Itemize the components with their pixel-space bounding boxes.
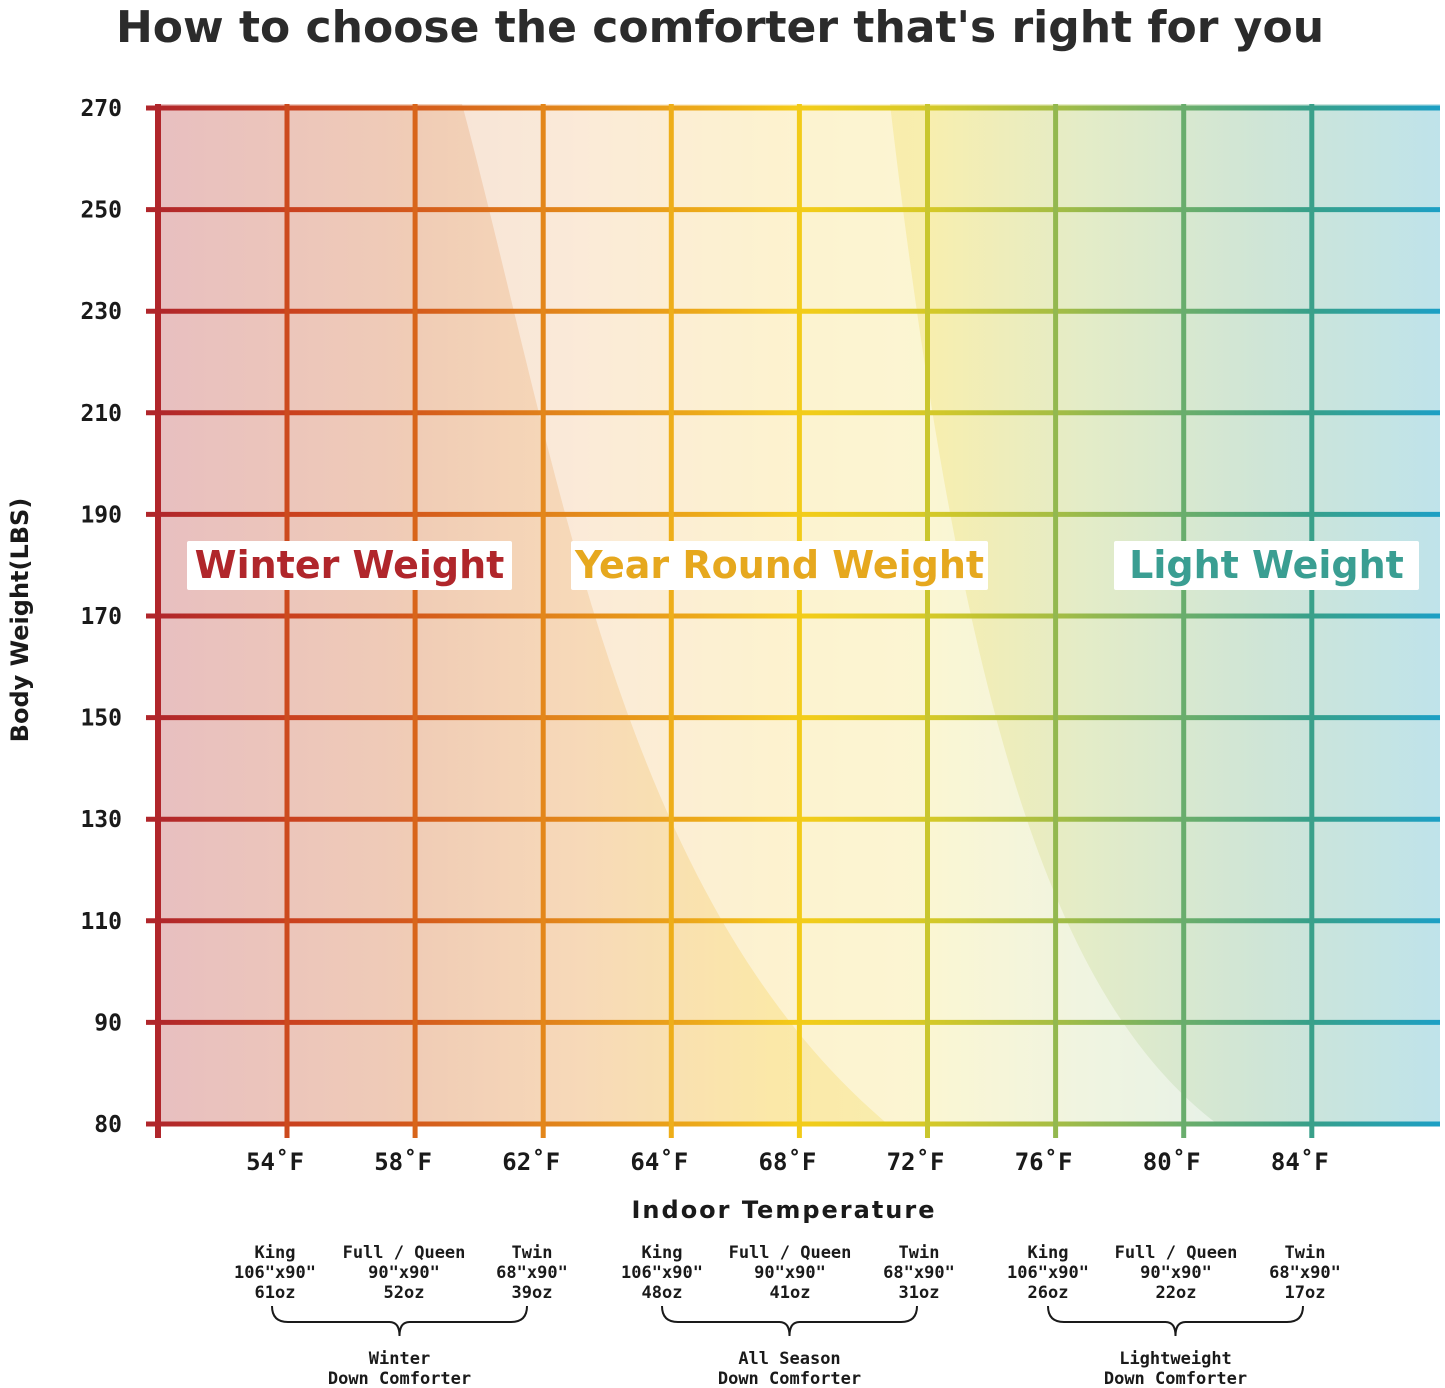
- product-spec-line: Full / Queen: [343, 1243, 466, 1263]
- grid: [146, 104, 1440, 1138]
- group-label: Down Comforter: [328, 1369, 471, 1388]
- product-spec-line: Twin: [512, 1243, 553, 1263]
- x-tick-label: 76˚F: [1015, 1148, 1073, 1176]
- product-spec-line: Full / Queen: [729, 1243, 852, 1263]
- group-brace: [271, 1305, 528, 1337]
- zone-label: Light Weight: [1129, 543, 1404, 587]
- product-spec-line: 48oz: [642, 1283, 683, 1303]
- product-spec-line: 90"x90": [368, 1263, 440, 1283]
- group-label: Winter: [369, 1349, 430, 1369]
- y-tick-label: 130: [80, 807, 122, 833]
- product-spec-line: 52oz: [384, 1283, 425, 1303]
- product-spec-line: 39oz: [512, 1283, 553, 1303]
- x-tick-label: 68˚F: [759, 1148, 817, 1176]
- x-axis-ticks: 54˚F 58˚F 62˚F 64˚F 68˚F 72˚F 76˚F 80˚F 84˚F: [246, 1148, 1329, 1176]
- product-spec-line: King: [1028, 1243, 1069, 1263]
- y-tick-label: 80: [94, 1112, 122, 1138]
- product-spec-line: 90"x90": [754, 1263, 826, 1283]
- y-tick-label: 210: [80, 401, 122, 427]
- group-brace: [661, 1305, 918, 1337]
- product-spec-line: Twin: [899, 1243, 940, 1263]
- zone-label: Year Round Weight: [574, 543, 984, 587]
- y-tick-label: 170: [80, 604, 122, 630]
- y-axis-ticks: 80 90 110 130 150 170 190 210 230 250 270: [80, 96, 122, 1138]
- y-tick-label: 90: [94, 1010, 122, 1036]
- y-tick-label: 150: [80, 706, 122, 732]
- product-spec-line: 68"x90": [883, 1263, 955, 1283]
- product-spec-line: King: [255, 1243, 296, 1263]
- x-tick-label: 58˚F: [374, 1148, 432, 1176]
- zone-label-box: [187, 541, 512, 590]
- group-label: Down Comforter: [1104, 1369, 1247, 1388]
- product-spec-line: 31oz: [899, 1283, 940, 1303]
- product-spec-line: 22oz: [1156, 1283, 1197, 1303]
- zone-label-box: [571, 541, 988, 590]
- product-spec-line: Twin: [1285, 1243, 1326, 1263]
- group-label: All Season: [738, 1349, 840, 1369]
- group-brace: [1047, 1305, 1304, 1337]
- x-tick-label: 80˚F: [1143, 1148, 1201, 1176]
- x-tick-label: 72˚F: [887, 1148, 945, 1176]
- zone-label-box: [1114, 541, 1419, 590]
- y-tick-label: 110: [80, 909, 122, 935]
- y-tick-label: 270: [80, 96, 122, 122]
- y-tick-label: 230: [80, 299, 122, 325]
- chart-title: How to choose the comforter that's right…: [116, 2, 1324, 53]
- product-spec-line: 106"x90": [1007, 1263, 1089, 1283]
- product-spec-line: 106"x90": [234, 1263, 316, 1283]
- y-tick-label: 250: [80, 198, 122, 224]
- product-spec-line: 68"x90": [1269, 1263, 1341, 1283]
- zone-label: Winter Weight: [195, 543, 505, 587]
- zone-labels: Winter Weight Year Round Weight Light Weig…: [187, 541, 1419, 590]
- product-spec-line: 106"x90": [621, 1263, 703, 1283]
- x-tick-label: 84˚F: [1271, 1148, 1329, 1176]
- x-tick-label: 54˚F: [246, 1148, 304, 1176]
- x-axis-label: Indoor Temperature: [632, 1196, 937, 1224]
- product-spec-line: 90"x90": [1140, 1263, 1212, 1283]
- product-spec-line: 17oz: [1285, 1283, 1326, 1303]
- product-spec-line: 68"x90": [496, 1263, 568, 1283]
- product-spec-line: 41oz: [770, 1283, 811, 1303]
- y-axis-label: Body Weight(LBS): [6, 498, 34, 743]
- group-label: Lightweight: [1119, 1349, 1232, 1369]
- x-tick-label: 62˚F: [502, 1148, 560, 1176]
- x-tick-label: 64˚F: [630, 1148, 688, 1176]
- product-spec-line: King: [642, 1243, 683, 1263]
- y-tick-label: 190: [80, 502, 122, 528]
- product-spec-line: 61oz: [255, 1283, 296, 1303]
- group-label: Down Comforter: [718, 1369, 861, 1388]
- product-spec-line: Full / Queen: [1115, 1243, 1238, 1263]
- product-spec-line: 26oz: [1028, 1283, 1069, 1303]
